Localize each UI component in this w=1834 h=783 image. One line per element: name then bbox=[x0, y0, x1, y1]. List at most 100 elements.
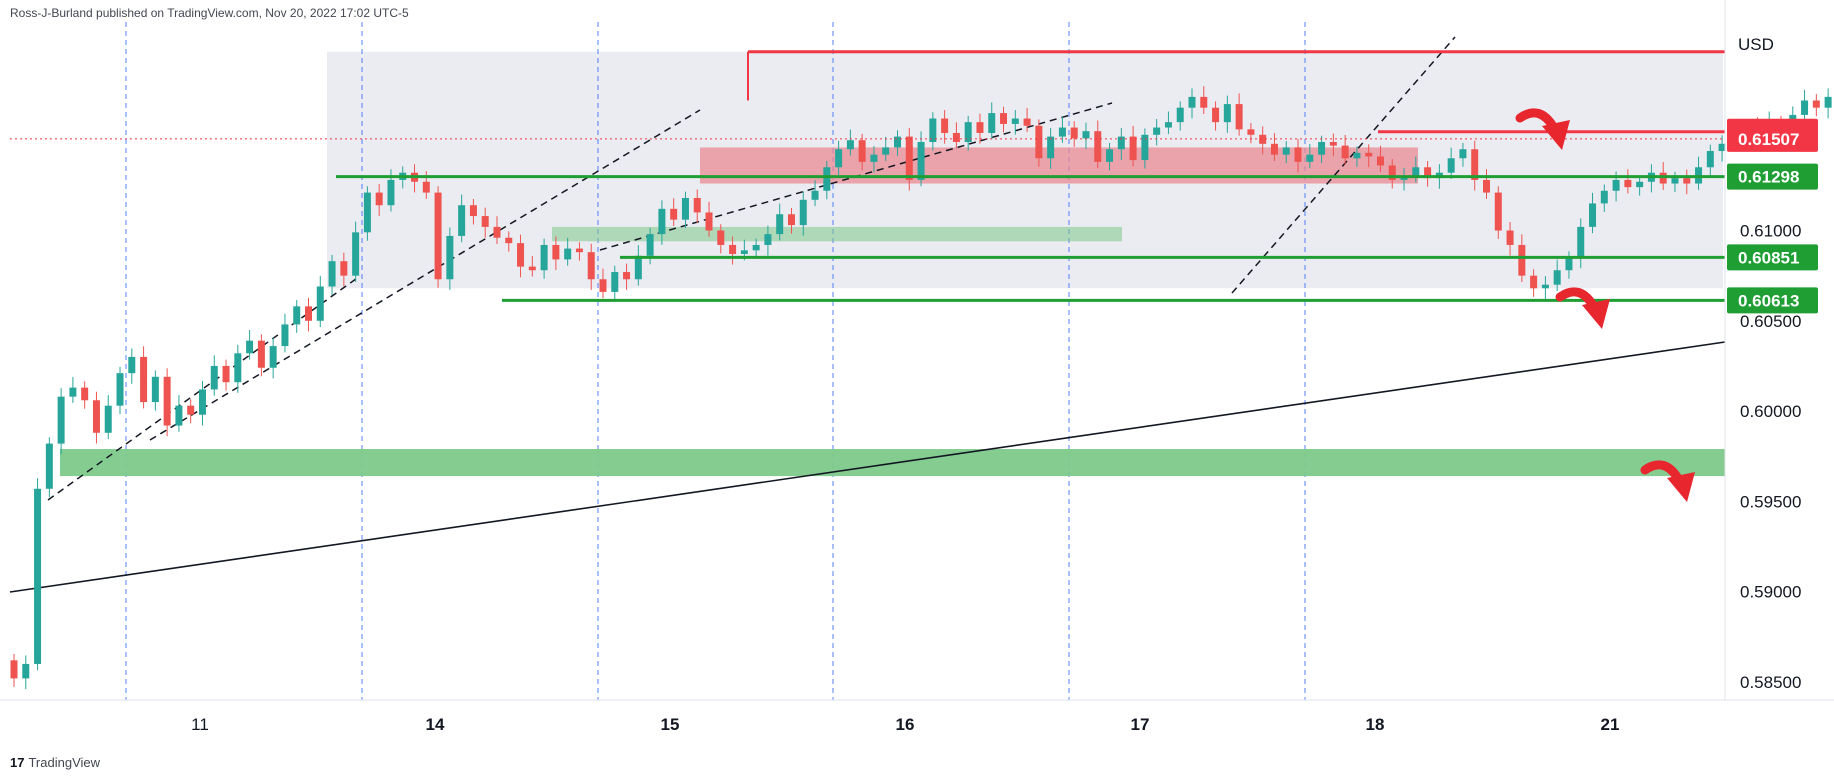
candle-body bbox=[646, 234, 654, 256]
time-tick-label: 11 bbox=[191, 715, 209, 734]
candle-body bbox=[1011, 118, 1019, 124]
price-tick-label: 0.60500 bbox=[1740, 312, 1801, 331]
candle-body bbox=[752, 244, 760, 251]
currency-label: USD bbox=[1738, 35, 1774, 54]
candle-body bbox=[846, 140, 854, 150]
tradingview-logo-icon: 17 bbox=[10, 755, 25, 770]
candle-body bbox=[1106, 149, 1114, 162]
candle-body bbox=[799, 199, 807, 226]
candle-body bbox=[1212, 107, 1220, 123]
candle-body bbox=[1223, 104, 1231, 123]
candle-body bbox=[234, 353, 242, 383]
candle-body bbox=[1483, 179, 1490, 193]
tradingview-branding[interactable]: 17 TradingView bbox=[10, 755, 100, 770]
price-badge-label: 0.61298 bbox=[1738, 168, 1799, 187]
candle-body bbox=[1388, 165, 1396, 180]
channel-trendline-1 bbox=[47, 275, 361, 501]
candle-body bbox=[1353, 152, 1361, 159]
candle-body bbox=[941, 118, 949, 133]
candle-body bbox=[587, 252, 595, 280]
candle-body bbox=[1376, 156, 1384, 166]
candle-body bbox=[1129, 136, 1137, 161]
candlesticks bbox=[10, 86, 1832, 690]
candle-body bbox=[1259, 134, 1267, 144]
price-axis: USD 0.61000 0.60500 0.60000 0.59500 0.59000 0.… bbox=[1724, 0, 1818, 700]
projection-arrows bbox=[1515, 108, 1695, 502]
candle-body bbox=[517, 243, 525, 267]
price-badge bbox=[1727, 163, 1818, 190]
candle-body bbox=[210, 365, 218, 390]
candle-body bbox=[599, 279, 607, 292]
candle-body bbox=[528, 266, 536, 271]
candle-body bbox=[611, 272, 619, 292]
candle-body bbox=[693, 197, 701, 213]
candle-body bbox=[1000, 113, 1008, 124]
publisher-caption: Ross-J-Burland published on TradingView.… bbox=[10, 6, 409, 20]
candle-body bbox=[1459, 149, 1467, 159]
candle-body bbox=[1530, 275, 1538, 289]
candle-body bbox=[1589, 203, 1597, 227]
price-tick-label: 0.59500 bbox=[1740, 492, 1801, 511]
candle-body bbox=[1082, 131, 1090, 139]
candle-body bbox=[269, 346, 277, 368]
candle-body bbox=[375, 192, 383, 206]
candle-body bbox=[1047, 136, 1055, 159]
candle-body bbox=[1070, 127, 1078, 139]
candle-body bbox=[1200, 96, 1208, 108]
candle-body bbox=[1270, 143, 1278, 155]
candle-body bbox=[905, 136, 913, 180]
day-separators bbox=[125, 22, 1306, 700]
long-term-trendline bbox=[9, 341, 1726, 593]
candle-body bbox=[552, 244, 560, 260]
down-arrow-head-icon bbox=[1582, 299, 1610, 329]
candle-body bbox=[575, 248, 583, 253]
candle-body bbox=[1424, 167, 1432, 179]
candle-body bbox=[446, 235, 454, 280]
candle-body bbox=[1164, 122, 1172, 128]
candle-body bbox=[328, 261, 336, 287]
candle-body bbox=[1801, 100, 1809, 115]
candle-body bbox=[281, 324, 289, 347]
candle-body bbox=[69, 387, 77, 397]
price-badge-label: 0.61507 bbox=[1738, 130, 1799, 149]
candle-body bbox=[340, 261, 348, 276]
candle-body bbox=[705, 212, 713, 231]
price-tick-label: 0.59000 bbox=[1740, 583, 1801, 602]
candle-body bbox=[1518, 244, 1526, 276]
candle-body bbox=[1565, 257, 1573, 271]
candle-body bbox=[293, 306, 301, 325]
candle-body bbox=[882, 147, 890, 155]
candle-body bbox=[988, 113, 996, 133]
candle-body bbox=[151, 376, 159, 403]
candle-body bbox=[1282, 147, 1290, 155]
candle-body bbox=[1541, 284, 1549, 289]
candle-body bbox=[835, 149, 843, 168]
rising-trendline bbox=[1231, 36, 1456, 294]
candle-body bbox=[116, 373, 124, 406]
candle-body bbox=[1824, 96, 1832, 108]
candle-body bbox=[1365, 152, 1373, 157]
candle-body bbox=[458, 205, 466, 236]
candle-body bbox=[246, 340, 254, 354]
candle-body bbox=[469, 205, 477, 217]
candle-body bbox=[870, 154, 878, 162]
price-chart[interactable]: USD 0.61000 0.60500 0.60000 0.59500 0.59000 0.… bbox=[0, 0, 1834, 745]
candle-body bbox=[387, 179, 395, 206]
candle-body bbox=[1494, 192, 1502, 231]
candle-body bbox=[1624, 179, 1632, 188]
candle-body bbox=[929, 118, 937, 143]
candle-body bbox=[823, 167, 831, 191]
candle-body bbox=[681, 197, 689, 220]
candle-body bbox=[1023, 118, 1031, 126]
candle-body bbox=[163, 376, 171, 426]
candle-body bbox=[316, 286, 324, 321]
candle-body bbox=[964, 122, 972, 143]
candle-body bbox=[1294, 147, 1302, 162]
price-badge-label: 0.60851 bbox=[1738, 248, 1799, 267]
candle-body bbox=[1094, 131, 1102, 162]
candle-body bbox=[481, 216, 489, 227]
candle-body bbox=[917, 142, 925, 180]
price-tick-label: 0.60000 bbox=[1740, 402, 1801, 421]
candle-body bbox=[540, 244, 548, 271]
candle-body bbox=[623, 272, 631, 280]
